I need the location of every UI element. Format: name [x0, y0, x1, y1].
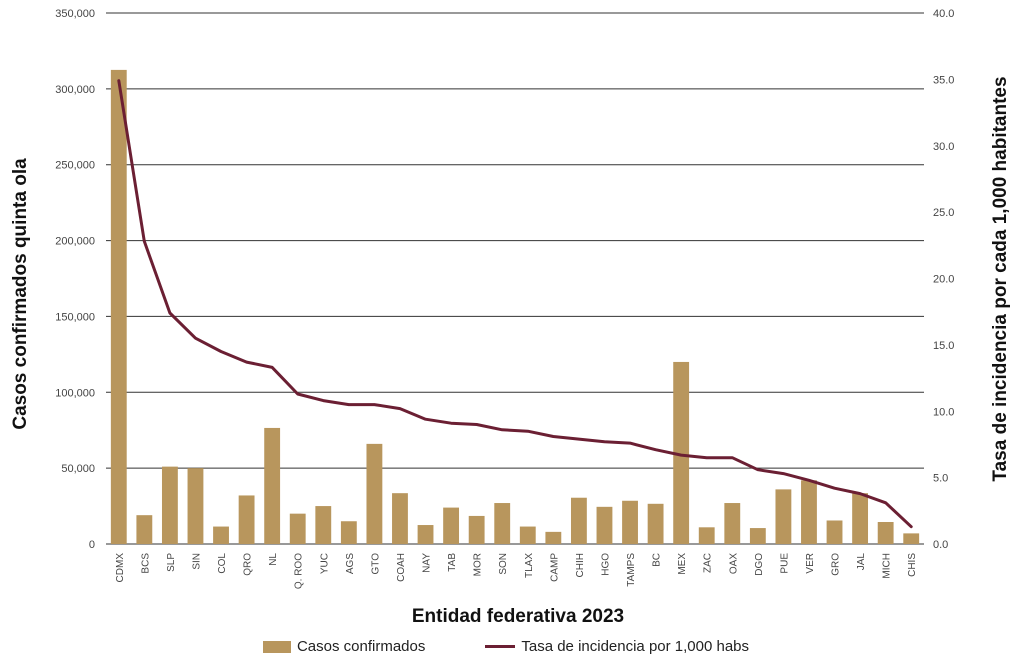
x-tick-label: SIN — [191, 553, 202, 570]
y2-tick-label: 10.0 — [933, 406, 954, 418]
legend-swatch-line — [485, 645, 516, 648]
y-tick-label: 350,000 — [55, 8, 95, 20]
x-tick-label: HGO — [600, 553, 611, 576]
x-tick-label: VER — [805, 553, 816, 574]
y2-tick-label: 20.0 — [933, 274, 954, 286]
bar-col — [213, 526, 229, 544]
x-tick-label: CDMX — [115, 553, 126, 583]
y2-tick-label: 15.0 — [933, 340, 954, 352]
bar-cdmx — [110, 69, 127, 545]
x-tick-label: SON — [498, 553, 509, 575]
x-axis-ticks: CDMX BCS SLP SIN COL QRO NL Q. ROO YUC AGS GTO COAH… — [115, 553, 918, 590]
x-tick-label: TAB — [447, 553, 458, 572]
bar-tlax — [519, 526, 536, 544]
legend: Casos confirmados Tasa de incidencia por… — [0, 638, 1012, 655]
bar-hgo — [596, 506, 613, 544]
x-tick-label: NL — [268, 553, 279, 566]
x-tick-label: CAMP — [549, 553, 560, 582]
bar-chis — [903, 533, 920, 544]
bar-tab — [443, 507, 460, 544]
x-tick-label: JAL — [856, 553, 867, 571]
bar-mor — [468, 515, 485, 544]
bar-zac — [698, 527, 715, 544]
x-tick-label: TAMPS — [626, 553, 637, 587]
bar-ags — [340, 521, 357, 544]
y-tick-label: 150,000 — [55, 311, 95, 323]
x-tick-label: ZAC — [703, 553, 714, 573]
bar-slp — [161, 466, 178, 544]
legend-swatch-bar — [262, 640, 291, 653]
bar-dgo — [749, 528, 766, 544]
legend-label-line: Tasa de incidencia por 1,000 habs — [521, 638, 750, 655]
x-tick-label: SLP — [166, 553, 177, 572]
x-tick-label: COAH — [396, 553, 407, 582]
bar-camp — [545, 531, 562, 544]
x-tick-label: DGO — [754, 553, 765, 576]
y-axis-title: Casos confirmados quinta ola — [10, 158, 31, 430]
x-tick-label: AGS — [345, 553, 356, 574]
left-axis-ticks: 0 50,000 100,000 150,000 200,000 250,000 300,0… — [55, 8, 95, 551]
y2-tick-label: 25.0 — [933, 207, 954, 219]
x-tick-label: MICH — [882, 553, 893, 579]
x-tick-label: PUE — [779, 553, 790, 574]
bar-son — [494, 503, 511, 544]
x-tick-label: COL — [217, 553, 228, 574]
x-tick-label: BCS — [140, 553, 151, 574]
y-tick-label: 250,000 — [55, 160, 95, 172]
bar-pue — [775, 489, 792, 544]
x-tick-label: BC — [652, 553, 663, 567]
x-tick-label: MOR — [473, 553, 484, 576]
bar-nay — [417, 525, 434, 544]
bar-qroo — [289, 513, 306, 544]
y-tick-label: 100,000 — [55, 387, 95, 399]
y2-tick-label: 0.0 — [933, 539, 948, 551]
bar-yuc — [315, 506, 332, 544]
x-tick-label: YUC — [319, 553, 330, 574]
bar-jal — [852, 493, 869, 544]
gridlines — [106, 12, 924, 545]
x-tick-label: CHIH — [575, 553, 586, 577]
y2-tick-label: 30.0 — [933, 141, 954, 153]
x-tick-label: CHIS — [907, 553, 918, 577]
y2-tick-label: 40.0 — [933, 8, 954, 20]
y-tick-label: 300,000 — [55, 84, 95, 96]
x-tick-label: TLAX — [524, 553, 535, 578]
bar-coah — [392, 493, 408, 544]
y2-axis-title: Tasa de incidencia por cada 1,000 habita… — [990, 76, 1011, 481]
y-tick-label: 0 — [89, 539, 95, 551]
right-axis-ticks: 0.0 5.0 10.0 15.0 20.0 25.0 30.0 35.0 40.0 — [933, 8, 954, 551]
bar-sin — [187, 468, 204, 544]
legend-item-line: Tasa de incidencia por 1,000 habs — [485, 638, 749, 655]
incidence-line-path — [117, 79, 913, 529]
bar-mich — [877, 522, 894, 544]
x-tick-label: MEX — [677, 553, 688, 575]
y2-tick-label: 5.0 — [933, 473, 948, 485]
x-tick-label: OAX — [728, 553, 739, 574]
bar-qro — [238, 495, 255, 544]
y-tick-label: 200,000 — [55, 236, 95, 248]
bar-oax — [724, 503, 741, 544]
bars — [110, 69, 920, 545]
bar-mex — [673, 361, 690, 544]
legend-item-bars: Casos confirmados — [262, 638, 426, 655]
bar-nl — [264, 427, 281, 544]
x-tick-label: NAY — [422, 553, 433, 573]
bar-bc — [647, 503, 664, 544]
incidence-line — [117, 79, 913, 529]
x-tick-label: Q. ROO — [294, 553, 305, 589]
bar-chih — [570, 497, 587, 544]
bar-bcs — [136, 515, 153, 544]
x-tick-label: QRO — [243, 553, 254, 576]
bar-gro — [826, 520, 843, 544]
bar-tamps — [622, 500, 638, 544]
legend-label-bars: Casos confirmados — [296, 638, 426, 655]
x-tick-label: GTO — [370, 553, 381, 575]
x-axis-title: Entidad federativa 2023 — [412, 606, 624, 627]
x-tick-label: GRO — [831, 553, 842, 576]
y2-tick-label: 35.0 — [933, 74, 954, 86]
y-tick-label: 50,000 — [61, 463, 95, 475]
bar-gto — [366, 443, 383, 544]
bar-ver — [801, 480, 817, 544]
